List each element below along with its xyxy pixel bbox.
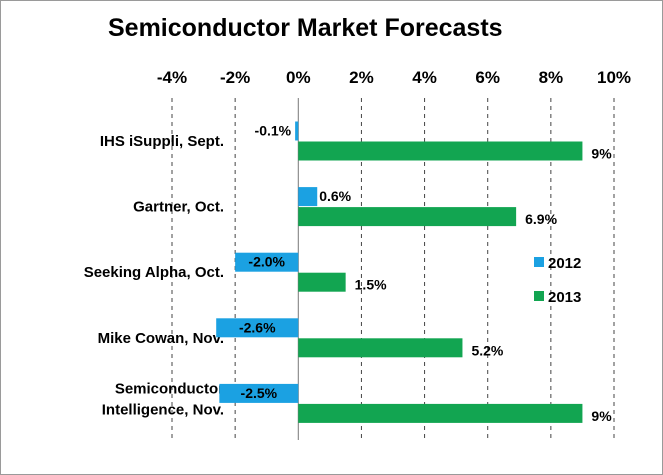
category-label: Seeking Alpha, Oct.	[84, 264, 224, 281]
data-label-2012: -2.5%	[241, 385, 278, 401]
category-label: IHS iSuppli, Sept.	[100, 133, 224, 150]
data-label-2012: -2.6%	[239, 319, 276, 335]
x-tick-label: -2%	[220, 68, 250, 87]
bar-2013	[298, 272, 346, 292]
bar-2013	[298, 141, 583, 161]
chart-title: Semiconductor Market Forecasts	[108, 14, 503, 42]
data-label-2013: 1.5%	[355, 277, 387, 293]
category-label: Mike Cowan, Nov.	[98, 330, 224, 347]
data-label-2013: 5.2%	[471, 342, 503, 358]
bar-2012	[298, 187, 318, 207]
legend-swatch-2013	[534, 291, 544, 301]
bar-2012	[235, 252, 299, 272]
x-tick-label: 2%	[349, 68, 374, 87]
data-label-2012: -2.0%	[248, 254, 285, 270]
x-tick-label: -4%	[157, 68, 187, 87]
category-label: Intelligence, Nov.	[102, 401, 224, 418]
data-label-2013: 9%	[591, 408, 612, 424]
bar-2012	[219, 383, 299, 403]
data-label-2013: 6.9%	[525, 211, 557, 227]
data-label-2012: -0.1%	[255, 123, 292, 139]
x-tick-label: 10%	[597, 68, 631, 87]
legend-swatch-2012	[534, 257, 544, 267]
category-label: Gartner, Oct.	[133, 199, 224, 216]
legend-label-2013: 2013	[548, 289, 581, 306]
data-label-2012: 0.6%	[319, 188, 351, 204]
bar-2013	[298, 338, 463, 358]
bar-2012	[295, 121, 299, 141]
bar-2013	[298, 207, 517, 227]
x-tick-label: 8%	[539, 68, 564, 87]
bar-2013	[298, 403, 583, 423]
category-label: Semiconductor	[115, 380, 224, 397]
legend-label-2012: 2012	[548, 255, 581, 272]
x-tick-label: 0%	[286, 68, 311, 87]
x-tick-label: 4%	[412, 68, 437, 87]
x-tick-label: 6%	[475, 68, 500, 87]
data-label-2013: 9%	[591, 146, 612, 162]
bar-2012	[216, 318, 299, 338]
